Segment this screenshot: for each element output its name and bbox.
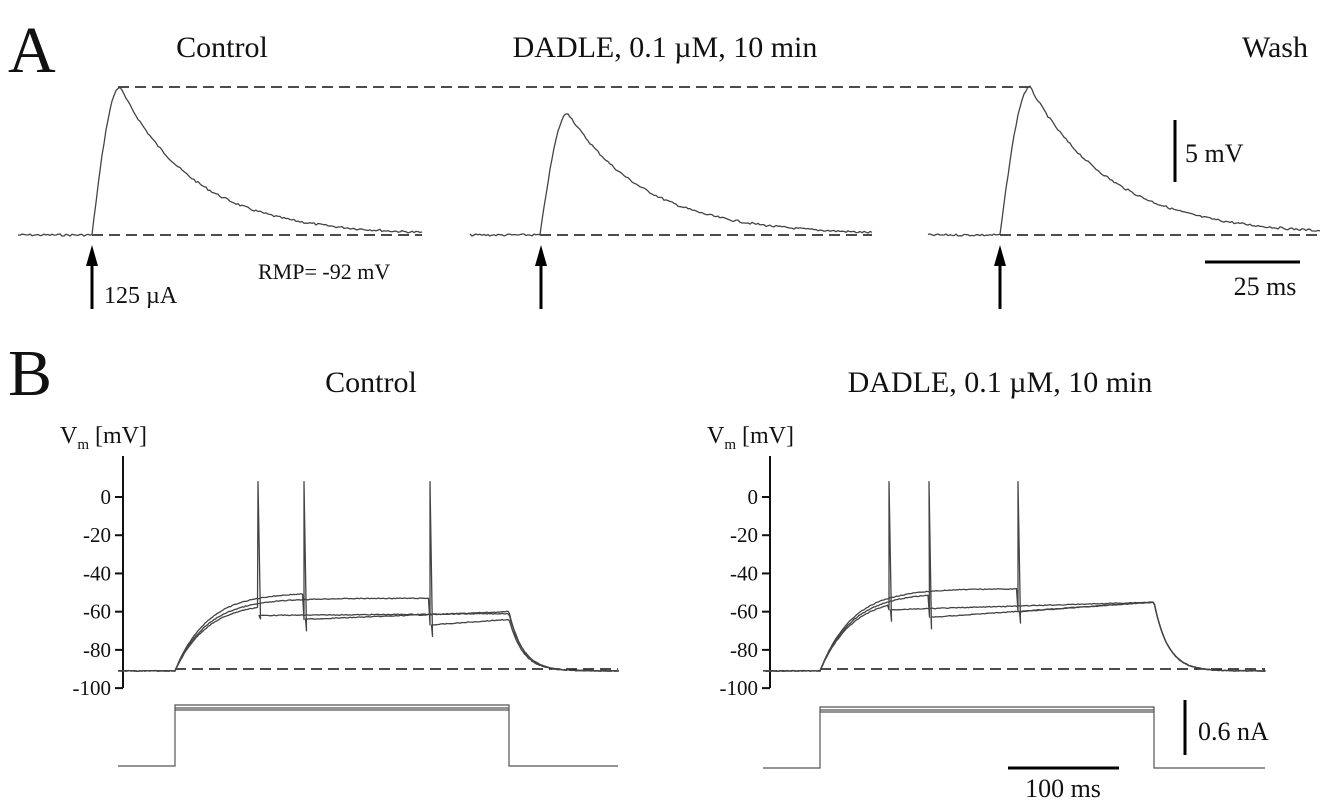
y-control-tick-label-2: -40 — [83, 561, 111, 585]
y-control-tick-label-4: -80 — [83, 638, 111, 662]
scale-bar-time-a-label: 25 ms — [1234, 272, 1297, 301]
y-control-tick-label-3: -60 — [83, 600, 111, 624]
epsp-trace-dadle — [469, 113, 873, 237]
panel-a-title-control: Control — [176, 31, 268, 64]
scale-bar-current-label: 0.6 nA — [1198, 717, 1269, 746]
epsp-trace-wash — [927, 85, 1321, 237]
y-control-tick-label-0: 0 — [101, 485, 112, 509]
stimulus-arrow-control — [86, 245, 98, 309]
epsp-trace-control — [17, 86, 423, 237]
scale-bar-voltage-label: 5 mV — [1185, 139, 1244, 168]
y-dadle-tick-label-1: -20 — [730, 523, 758, 547]
control-sweep-1 — [117, 481, 620, 672]
y-dadle-tick-label-2: -40 — [730, 561, 758, 585]
control-sweep-2 — [117, 481, 620, 672]
stimulus-arrow-wash — [994, 245, 1006, 309]
panel-a-title-wash: Wash — [1242, 31, 1308, 64]
y-control-tick-label-5: -100 — [73, 676, 112, 700]
panel-b-title-dadle: DADLE, 0.1 µM, 10 min — [848, 366, 1153, 399]
rmp-label: RMP= -92 mV — [258, 259, 390, 284]
dadle-sweep-1 — [763, 481, 1266, 672]
scale-bar-time-b-label: 100 ms — [1025, 774, 1101, 803]
y-control-tick-label-1: -20 — [83, 523, 111, 547]
voltage-traces-dadle — [762, 481, 1266, 672]
y-dadle-tick-label-4: -80 — [730, 638, 758, 662]
dadle-sweep-3 — [762, 481, 1266, 672]
panel-a-label: A — [8, 14, 56, 87]
current-step-dadle — [763, 706, 1265, 769]
control-sweep-3 — [117, 481, 620, 672]
stimulus-label: 125 µA — [104, 283, 178, 309]
y-axis-label-control: Vm [mV] — [60, 423, 147, 453]
dadle-sweep-2 — [763, 481, 1266, 672]
voltage-traces-control — [117, 481, 620, 672]
panel-b-title-control: Control — [325, 366, 417, 399]
y-dadle-tick-label-5: -100 — [720, 676, 759, 700]
y-axis-dadle: Vm [mV] 0 -20 -40 -60 -80 -100 — [707, 423, 794, 700]
current-step-control — [118, 704, 618, 767]
y-dadle-tick-label-3: -60 — [730, 600, 758, 624]
stimulus-arrow-dadle — [535, 245, 547, 309]
y-axis-label-dadle: Vm [mV] — [707, 423, 794, 453]
panel-b-label: B — [8, 337, 52, 410]
y-dadle-tick-label-0: 0 — [748, 485, 759, 509]
panel-a-title-dadle: DADLE, 0.1 µM, 10 min — [513, 31, 818, 64]
y-axis-control: Vm [mV] 0 -20 -40 -60 -80 -100 — [60, 423, 147, 700]
